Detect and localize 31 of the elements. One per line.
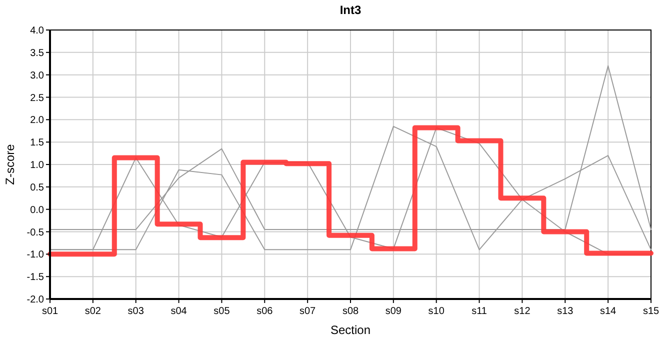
chart-title: Int3: [340, 3, 362, 17]
y-tick-label: -1.0: [26, 250, 44, 261]
y-tick-label: 0.0: [30, 204, 44, 216]
x-tick-label: s02: [84, 306, 102, 317]
x-tick-label: s05: [214, 306, 230, 317]
x-tick-label: s15: [642, 306, 660, 317]
y-tick-label: 2.5: [30, 92, 44, 104]
x-tick-label: s09: [385, 306, 402, 317]
y-tick-label: 1.0: [30, 160, 44, 171]
y-tick-label: -2.0: [26, 294, 44, 306]
y-axis-title: Z-score: [3, 144, 17, 185]
y-tick-label: 1.5: [30, 138, 44, 149]
x-tick-label: s04: [170, 306, 188, 317]
y-tick-label: -0.5: [26, 227, 44, 238]
x-tick-label: s07: [300, 306, 316, 317]
x-tick-label: s03: [128, 306, 144, 317]
y-tick-label: 2.0: [30, 115, 44, 126]
x-axis-title: Section: [330, 323, 371, 337]
y-tick-label: 0.5: [30, 182, 44, 194]
x-tick-label: s14: [600, 306, 617, 317]
y-tick-label: 3.5: [30, 48, 44, 59]
x-tick-label: s08: [342, 306, 359, 317]
x-tick-label: s10: [428, 306, 445, 317]
x-tick-label: s06: [256, 306, 274, 317]
y-tick-label: 4.0: [30, 26, 44, 36]
y-tick-label: -1.5: [26, 272, 44, 284]
x-tick-label: s13: [557, 306, 574, 317]
x-tick-label: s01: [42, 306, 58, 317]
x-tick-label: s12: [514, 306, 531, 317]
y-tick-label: 3.0: [30, 70, 44, 82]
x-tick-label: s11: [472, 306, 488, 317]
